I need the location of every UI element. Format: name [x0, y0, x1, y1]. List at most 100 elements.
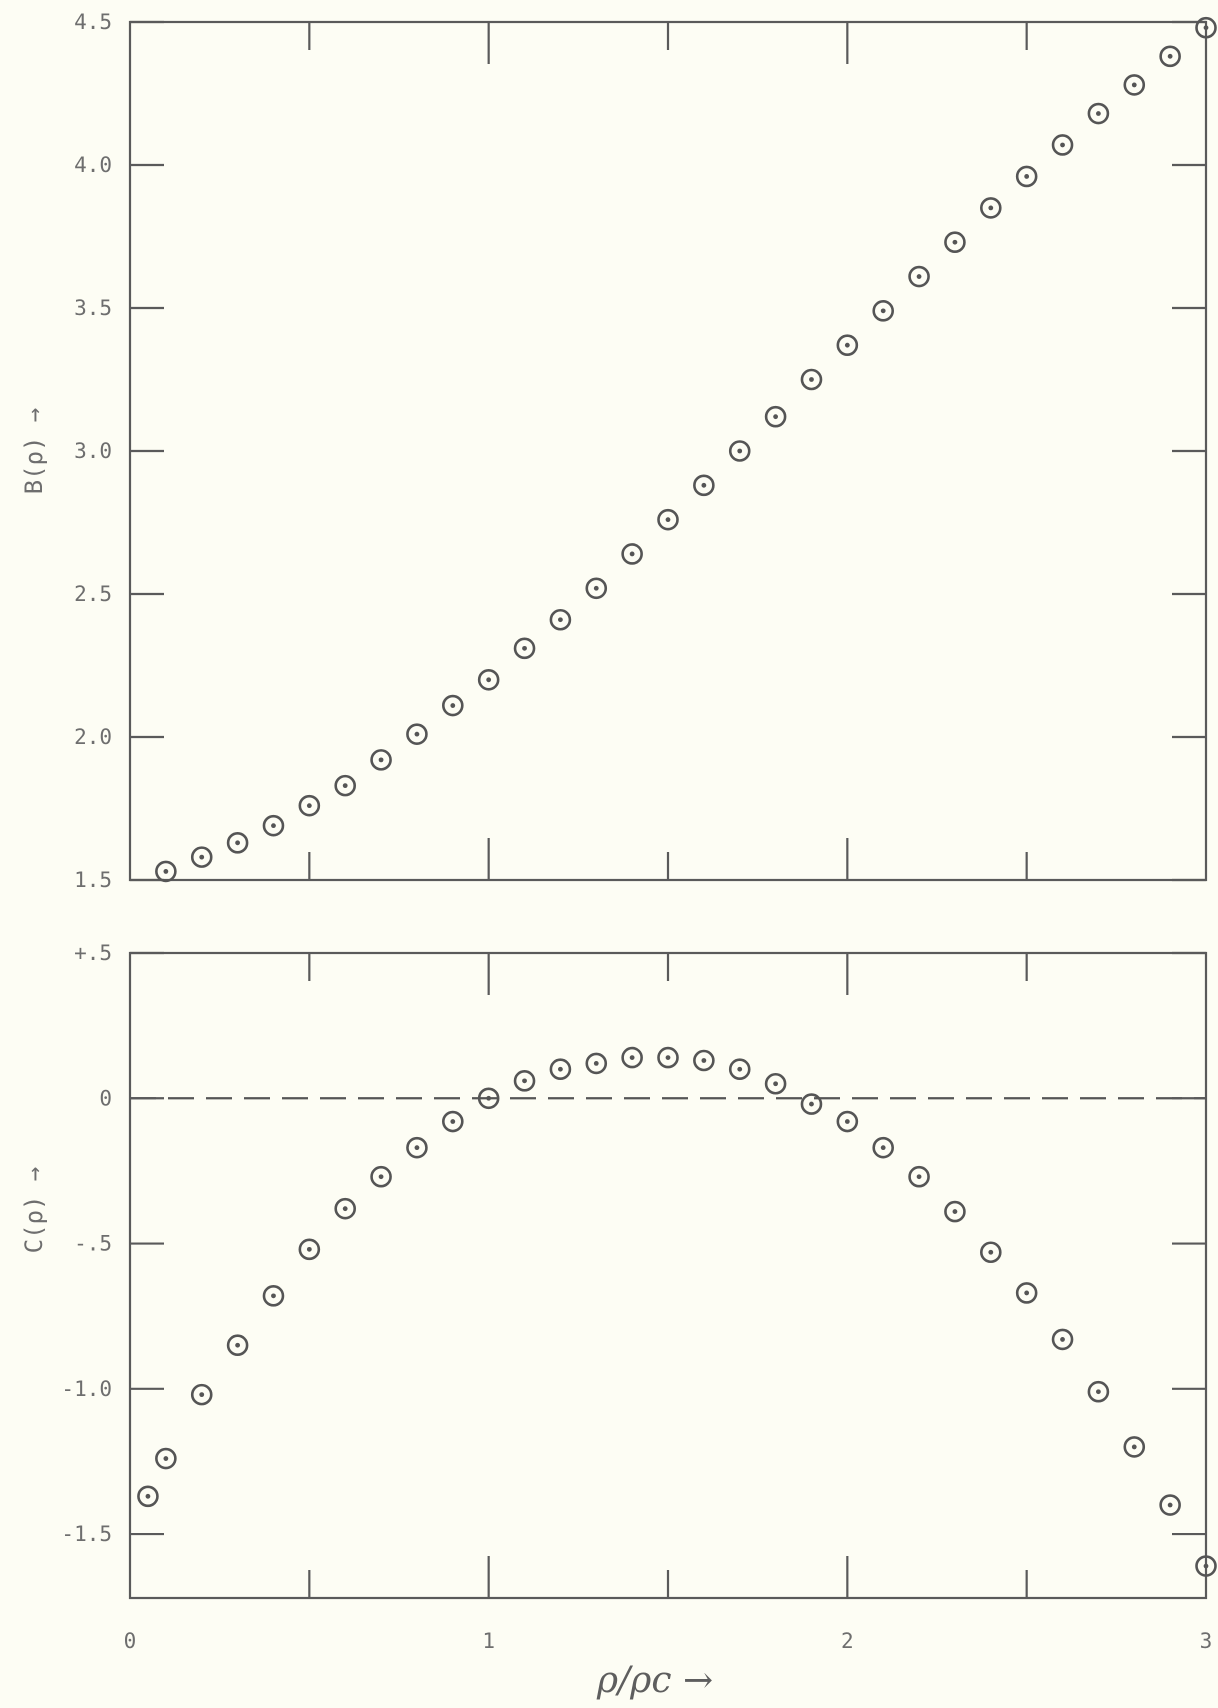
marker-ring [262, 1285, 285, 1307]
marker-center-dot [235, 1342, 241, 1348]
c-rho-data-point [693, 1049, 715, 1072]
marker-ring [1051, 134, 1074, 156]
marker-ring [370, 1165, 392, 1188]
b-rho-data-point [836, 334, 859, 356]
x-tick-label: 3 [1200, 1629, 1213, 1653]
b-rho-series [155, 16, 1217, 883]
c-rho-data-point [657, 1046, 679, 1069]
c-rho-x-ticks: 0 1 2 3 [124, 953, 1213, 1653]
c-rho-data-point [1051, 1328, 1074, 1351]
b-rho-data-point [190, 846, 213, 868]
b-rho-y-tick-label: 4.5 [74, 10, 112, 34]
c-rho-data-point [190, 1383, 213, 1406]
c-rho-data-point [549, 1058, 572, 1081]
marker-center-dot [809, 1101, 814, 1107]
b-rho-y-tick-label: 2.5 [74, 582, 112, 606]
marker-ring [1123, 74, 1146, 96]
b-rho-y-ticks: 4.5 4.0 3.5 3.0 2.5 2.0 1.5 [74, 10, 1206, 892]
marker-ring [800, 368, 823, 391]
marker-ring [1051, 1328, 1074, 1351]
c-rho-data-point [441, 1110, 464, 1133]
marker-center-dot [486, 1095, 492, 1101]
marker-center-dot [844, 1119, 850, 1124]
marker-center-dot [163, 869, 169, 874]
marker-ring [1159, 45, 1181, 68]
c-rho-y-axis-label: C(ρ) → [20, 1167, 48, 1254]
marker-center-dot [1060, 142, 1065, 148]
marker-ring [979, 1241, 1002, 1264]
b-rho-data-point [334, 774, 357, 797]
marker-ring [513, 637, 536, 660]
c-rho-data-point [585, 1052, 608, 1075]
b-rho-data-point [908, 265, 930, 288]
marker-center-dot [1203, 1563, 1209, 1569]
marker-center-dot [629, 1055, 635, 1060]
c-rho-data-point [477, 1087, 500, 1110]
marker-ring [406, 723, 428, 745]
marker-ring [908, 1165, 930, 1188]
marker-ring [155, 860, 177, 883]
marker-center-dot [163, 1456, 169, 1461]
marker-ring [477, 1087, 500, 1110]
c-rho-data-point [908, 1165, 930, 1188]
marker-ring [298, 1238, 321, 1261]
c-rho-panel: +.5 0 -.5 -1.0 -1.5 0 1 2 3 C(ρ) → ρ/ρc → [20, 941, 1217, 1701]
marker-ring [872, 300, 895, 322]
marker-ring [872, 1136, 895, 1159]
marker-center-dot [199, 1392, 205, 1398]
marker-center-dot [1131, 1444, 1137, 1450]
marker-ring [728, 440, 751, 462]
marker-ring [657, 1046, 679, 1069]
marker-ring [1087, 102, 1110, 125]
b-rho-plot-frame [128, 20, 1208, 882]
marker-center-dot [1060, 1337, 1065, 1342]
marker-center-dot [665, 517, 671, 523]
marker-center-dot [844, 342, 850, 348]
b-rho-data-point [944, 231, 966, 254]
b-rho-data-point [693, 474, 715, 497]
marker-ring [549, 608, 572, 631]
marker-ring [1015, 1282, 1038, 1304]
marker-ring [226, 832, 249, 854]
marker-center-dot [916, 1174, 922, 1180]
marker-center-dot [629, 551, 635, 557]
c-rho-plot-frame [128, 951, 1208, 1600]
marker-ring [441, 1110, 464, 1133]
c-rho-data-point [979, 1241, 1002, 1264]
marker-ring [1015, 165, 1038, 188]
c-rho-data-point [155, 1447, 177, 1470]
b-rho-data-point [1195, 16, 1217, 39]
c-rho-data-point [137, 1485, 159, 1508]
marker-center-dot [1096, 111, 1101, 116]
x-axis-label: ρ/ρc → [596, 1660, 713, 1701]
marker-ring [657, 508, 679, 531]
marker-center-dot [773, 1081, 778, 1087]
b-rho-y-tick-label: 3.0 [74, 439, 112, 463]
marker-center-dot [486, 677, 492, 683]
marker-center-dot [1024, 174, 1030, 179]
marker-center-dot [773, 414, 778, 420]
marker-ring [406, 1136, 428, 1159]
b-rho-data-point [585, 577, 608, 600]
c-rho-data-point [872, 1136, 895, 1159]
marker-center-dot [952, 1209, 958, 1214]
marker-center-dot [701, 1058, 707, 1063]
c-rho-data-point [1123, 1436, 1146, 1458]
marker-center-dot [1167, 53, 1173, 59]
c-rho-y-tick-label: -.5 [74, 1232, 112, 1256]
b-rho-panel: 4.5 4.0 3.5 3.0 2.5 2.0 1.5 B(ρ) → [20, 10, 1217, 892]
b-rho-data-point [370, 749, 392, 771]
marker-center-dot [450, 1119, 456, 1124]
marker-center-dot [593, 585, 599, 591]
marker-ring [334, 774, 357, 797]
b-rho-data-point [1087, 102, 1110, 125]
marker-ring [621, 1046, 643, 1069]
marker-center-dot [558, 1066, 563, 1072]
b-rho-data-point [979, 197, 1002, 219]
marker-center-dot [342, 783, 348, 789]
marker-center-dot [880, 308, 886, 314]
c-rho-data-point [728, 1058, 751, 1081]
c-rho-data-point [262, 1285, 285, 1307]
b-rho-x-ticks [308, 22, 1028, 880]
